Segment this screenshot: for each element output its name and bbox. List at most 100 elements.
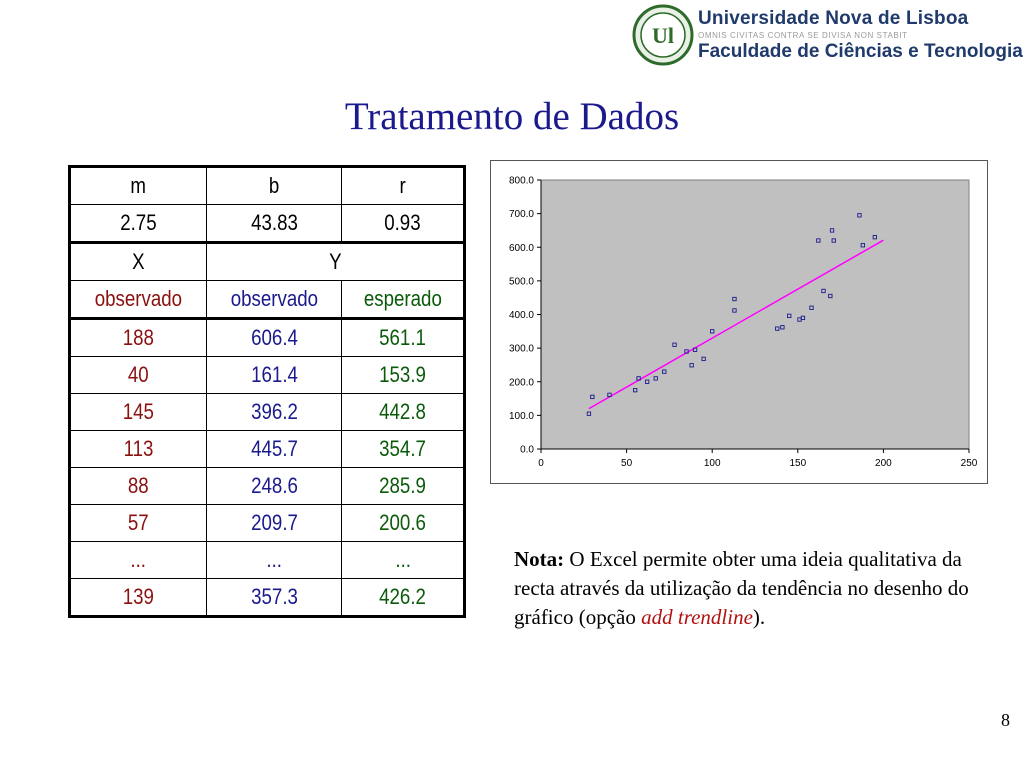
data-point [586, 411, 592, 416]
x-observed-header: observado [69, 280, 207, 320]
x-cell: 139 [69, 578, 207, 617]
y-tick-label: 400.0 [509, 310, 534, 321]
x-cell: 145 [69, 393, 207, 431]
data-point [636, 376, 641, 381]
y-expected-cell: 200.6 [341, 504, 465, 542]
table-row: 40 161.4 153.9 [69, 356, 465, 394]
data-point [857, 213, 862, 218]
param-m-header: m [69, 166, 207, 205]
y-expected-cell: 153.9 [341, 356, 465, 394]
x-cell: 88 [69, 467, 207, 505]
data-point [662, 369, 667, 374]
data-point [816, 238, 821, 243]
page-number: 8 [1001, 710, 1010, 730]
data-point [780, 325, 785, 330]
y-tick-label: 300.0 [509, 344, 534, 355]
data-point [689, 363, 694, 368]
x-cell: 113 [69, 430, 207, 468]
y-tick-label: 0.0 [520, 445, 534, 456]
x-tick-label: 100 [704, 458, 721, 469]
data-point [872, 235, 877, 240]
scatter-chart-svg: 0.0 100.0 200.0 300.0 400.0 500.0 600.0 700.0 80… [509, 176, 978, 470]
x-cell: ... [69, 541, 207, 579]
note-text: O Excel permite obter uma ideia qualitat… [514, 547, 969, 629]
y-tick-label: 600.0 [509, 243, 534, 254]
table-row: 188 606.4 561.1 [69, 318, 465, 357]
data-point [701, 356, 706, 362]
data-point [800, 315, 806, 321]
y-expected-cell: ... [341, 541, 465, 579]
y-observed-cell: 606.4 [205, 318, 343, 357]
y-tick-label: 100.0 [509, 411, 534, 422]
param-b-header: b [205, 166, 343, 205]
x-cell: 57 [69, 504, 207, 542]
y-observed-header: observado [205, 280, 343, 320]
note-suffix: ). [752, 605, 766, 629]
y-observed-cell: 161.4 [205, 356, 343, 394]
data-point [607, 392, 612, 398]
note-emphasis: add trendline [641, 605, 753, 629]
y-tick-label: 500.0 [509, 276, 534, 287]
data-point [672, 342, 677, 347]
data-point [710, 329, 715, 334]
table-row-ellipsis: ... ... ... [69, 541, 465, 579]
y-expected-cell: 285.9 [341, 467, 465, 505]
params-values-row: 2.75 43.83 0.93 [69, 204, 465, 244]
university-logo: Ul Universidade Nova de Lisboa OMNIS CIV… [632, 4, 1023, 68]
data-point [732, 308, 737, 313]
x-header: X [69, 242, 207, 281]
param-r-value: 0.93 [341, 204, 465, 244]
y-observed-cell: 248.6 [205, 467, 343, 505]
data-point [828, 293, 833, 299]
data-point [590, 394, 595, 400]
data-point [732, 296, 737, 302]
note-label: Nota: [514, 547, 565, 571]
data-point [633, 388, 638, 393]
table-row: 113 445.7 354.7 [69, 430, 465, 468]
y-tick-label: 200.0 [509, 377, 534, 388]
x-tick-label: 250 [961, 458, 978, 469]
table-row: 139 357.3 426.2 [69, 578, 465, 617]
table-row: 145 396.2 442.8 [69, 393, 465, 431]
x-tick-label: 200 [875, 458, 892, 469]
x-tick-label: 150 [789, 458, 806, 469]
slide-title: Tratamento de Dados [344, 95, 680, 138]
params-header-row: m b r [69, 166, 465, 205]
table-row: 88 248.6 285.9 [69, 467, 465, 505]
xy-header-row: X Y [69, 242, 466, 281]
data-point [775, 326, 780, 331]
y-observed-cell: 209.7 [205, 504, 343, 542]
x-cell: 188 [69, 318, 207, 357]
data-point [831, 238, 836, 243]
param-b-value: 43.83 [205, 204, 343, 244]
trendline [588, 239, 884, 410]
university-emblem-icon: Ul [632, 4, 694, 66]
y-expected-header: esperado [341, 280, 465, 320]
data-point [692, 347, 698, 352]
param-m-value: 2.75 [69, 204, 207, 244]
faculty-name: Faculdade de Ciências e Tecnologia [698, 41, 1023, 62]
y-header: Y [205, 242, 466, 281]
data-table: m b r 2.75 43.83 0.93 X Y observado obse… [68, 165, 466, 618]
emblem-text: Ul [652, 23, 674, 48]
y-expected-cell: 426.2 [341, 578, 465, 617]
sub-header-row: observado observado esperado [69, 280, 465, 320]
data-point [821, 288, 826, 294]
y-observed-cell: ... [205, 541, 343, 579]
y-expected-cell: 354.7 [341, 430, 465, 468]
x-tick-label: 0 [538, 458, 544, 469]
param-r-header: r [341, 166, 465, 205]
data-point [809, 305, 814, 310]
note-paragraph: Nota: O Excel permite obter uma ideia qu… [514, 545, 984, 632]
x-tick-label: 50 [621, 458, 633, 469]
data-point [787, 313, 792, 318]
data-point [860, 243, 866, 248]
table-row: 57 209.7 200.6 [69, 504, 465, 542]
institution-motto: OMNIS CIVITAS CONTRA SE DIVISA NON STABI… [698, 31, 908, 40]
y-tick-label: 800.0 [509, 176, 534, 187]
y-expected-cell: 442.8 [341, 393, 465, 431]
y-observed-cell: 357.3 [205, 578, 343, 617]
data-point [653, 376, 658, 381]
data-point [684, 349, 689, 354]
data-point [829, 228, 835, 233]
